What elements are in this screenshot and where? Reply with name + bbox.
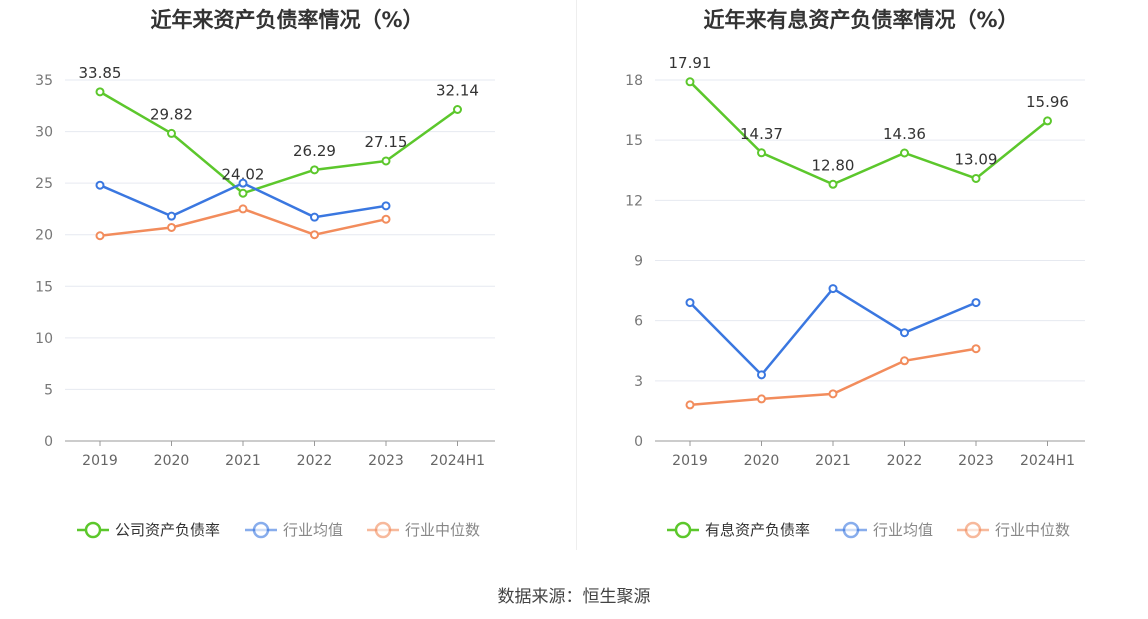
y-tick-label: 0 (634, 434, 643, 450)
data-label: 13.09 (955, 150, 998, 168)
legend-label: 有息资产负债率 (705, 521, 810, 539)
data-label: 17.91 (669, 54, 712, 72)
series-line (99, 90, 459, 195)
y-tick-label: 9 (634, 254, 643, 270)
series-line (689, 80, 1049, 186)
data-label: 26.29 (293, 142, 336, 160)
data-label: 29.82 (150, 105, 193, 123)
legend-marker (374, 521, 392, 539)
data-point (900, 328, 909, 338)
x-tick-label: 2023 (368, 453, 404, 469)
data-point (900, 148, 909, 158)
data-point (238, 204, 248, 214)
data-point (381, 201, 391, 211)
data-point (757, 394, 766, 404)
y-tick-label: 30 (35, 125, 53, 141)
legend-label: 行业中位数 (405, 521, 480, 539)
y-tick-label: 10 (35, 331, 53, 347)
legend-label: 公司资产负债率 (115, 521, 220, 539)
data-label: 12.80 (812, 156, 855, 174)
data-point (238, 188, 248, 198)
legend-marker (252, 521, 270, 539)
legend-marker (842, 521, 860, 539)
data-label: 14.36 (883, 125, 926, 143)
legend-label: 行业均值 (283, 521, 343, 539)
data-label: 15.96 (1026, 93, 1069, 111)
source-note: 数据来源：恒生聚源 (497, 587, 651, 607)
data-point (757, 370, 766, 380)
data-point (971, 344, 981, 354)
y-tick-label: 15 (35, 279, 53, 295)
x-tick-label: 2022 (887, 453, 923, 469)
legend-marker (674, 521, 692, 539)
data-point (971, 173, 981, 183)
x-tick-label: 2021 (225, 453, 261, 469)
y-tick-label: 3 (634, 374, 643, 390)
data-point (95, 231, 105, 241)
y-tick-label: 18 (625, 73, 643, 89)
data-point (685, 400, 695, 410)
y-tick-label: 15 (625, 133, 643, 149)
data-point (381, 156, 391, 166)
data-point (310, 165, 319, 175)
data-label: 33.85 (79, 64, 122, 82)
data-point (95, 87, 105, 97)
data-point (238, 178, 248, 188)
legend-label: 行业均值 (873, 521, 933, 539)
x-tick-label: 2021 (815, 453, 851, 469)
chart-title-2: 近年来有息资产负债率情况（%） (703, 8, 1019, 32)
legend-label: 行业中位数 (995, 521, 1070, 539)
x-tick-label: 2022 (297, 453, 333, 469)
data-point (900, 356, 909, 366)
legend-marker (964, 521, 982, 539)
chart-title-1: 近年来资产负债率情况（%） (150, 8, 424, 32)
data-label: 24.02 (222, 165, 265, 183)
data-point (685, 298, 695, 308)
legend-marker (84, 521, 102, 539)
x-tick-label: 2019 (672, 453, 708, 469)
data-point (1043, 116, 1052, 126)
x-tick-label: 2020 (154, 453, 190, 469)
data-point (453, 104, 462, 114)
data-label: 27.15 (365, 133, 408, 151)
x-tick-label: 2023 (958, 453, 994, 469)
data-point (828, 179, 838, 189)
y-tick-label: 35 (35, 73, 53, 89)
chart-1: 0 5 10 15 20 25 30 35 2019 2020 2021 2022 2023 2024H1… (35, 64, 495, 539)
data-point (167, 211, 176, 221)
y-tick-label: 20 (35, 228, 53, 244)
data-point (167, 128, 176, 138)
data-point (310, 230, 319, 240)
divider (576, 0, 577, 550)
data-point (167, 222, 176, 232)
y-tick-label: 25 (35, 176, 53, 192)
x-tick-label: 2024H1 (430, 453, 485, 469)
x-tick-label: 2024H1 (1020, 453, 1075, 469)
data-label: 14.37 (740, 125, 783, 143)
series-line (689, 286, 977, 377)
data-point (971, 298, 981, 308)
data-point (828, 284, 838, 294)
chart-2: 0 3 6 9 12 15 18 2019 2020 2021 2022 2023 2024H1 17.9… (625, 54, 1085, 539)
data-point (381, 214, 391, 224)
data-point (828, 389, 838, 399)
data-point (310, 212, 319, 222)
data-label: 32.14 (436, 81, 479, 99)
x-tick-label: 2019 (82, 453, 118, 469)
y-tick-label: 6 (634, 314, 643, 330)
data-point (757, 148, 766, 158)
data-point (685, 77, 695, 87)
y-tick-label: 12 (625, 193, 643, 209)
y-tick-label: 5 (44, 382, 53, 398)
y-tick-label: 0 (44, 434, 53, 450)
x-tick-label: 2020 (744, 453, 780, 469)
data-point (95, 180, 105, 190)
